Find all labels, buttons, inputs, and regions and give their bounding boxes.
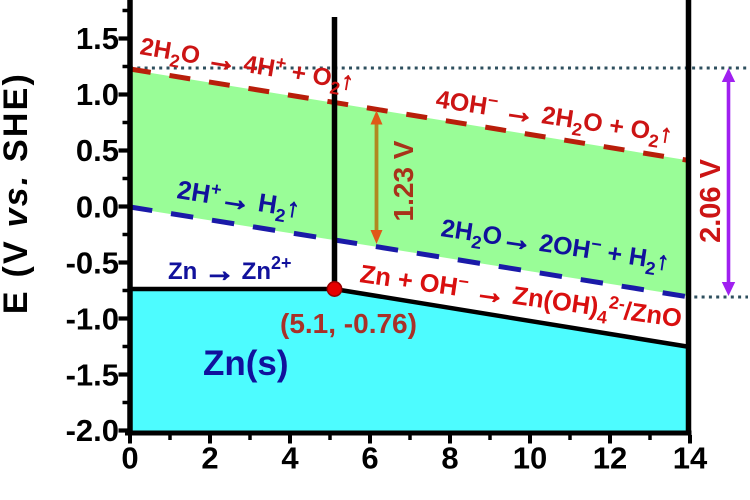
svg-text:1.0: 1.0	[76, 77, 119, 112]
svg-text:-2.0: -2.0	[66, 413, 119, 448]
svg-text:2.06 V: 2.06 V	[695, 158, 727, 242]
svg-text:0.0: 0.0	[76, 190, 119, 225]
svg-text:10: 10	[513, 441, 547, 476]
svg-text:2H2O→ 2OH− + H2↑: 2H2O→ 2OH− + H2↑	[438, 210, 671, 281]
svg-text:12: 12	[593, 441, 627, 476]
svg-text:4: 4	[281, 441, 299, 476]
svg-text:14: 14	[673, 441, 708, 476]
svg-text:-1.0: -1.0	[66, 302, 119, 337]
svg-text:1.5: 1.5	[76, 21, 119, 56]
svg-text:6: 6	[361, 441, 378, 476]
svg-text:1.23 V: 1.23 V	[388, 140, 419, 221]
svg-text:2: 2	[201, 441, 218, 476]
svg-text:Zn(s): Zn(s)	[203, 344, 289, 383]
svg-text:-0.5: -0.5	[66, 246, 119, 281]
svg-text:8: 8	[441, 441, 458, 476]
svg-text:E (V vs. SHE): E (V vs. SHE)	[0, 72, 35, 314]
svg-text:(5.1, -0.76): (5.1, -0.76)	[280, 308, 417, 339]
svg-text:Zn → Zn2+: Zn → Zn2+	[168, 253, 292, 288]
svg-text:0.5: 0.5	[76, 133, 119, 168]
svg-text:-1.5: -1.5	[66, 358, 119, 393]
svg-text:0: 0	[121, 441, 138, 476]
